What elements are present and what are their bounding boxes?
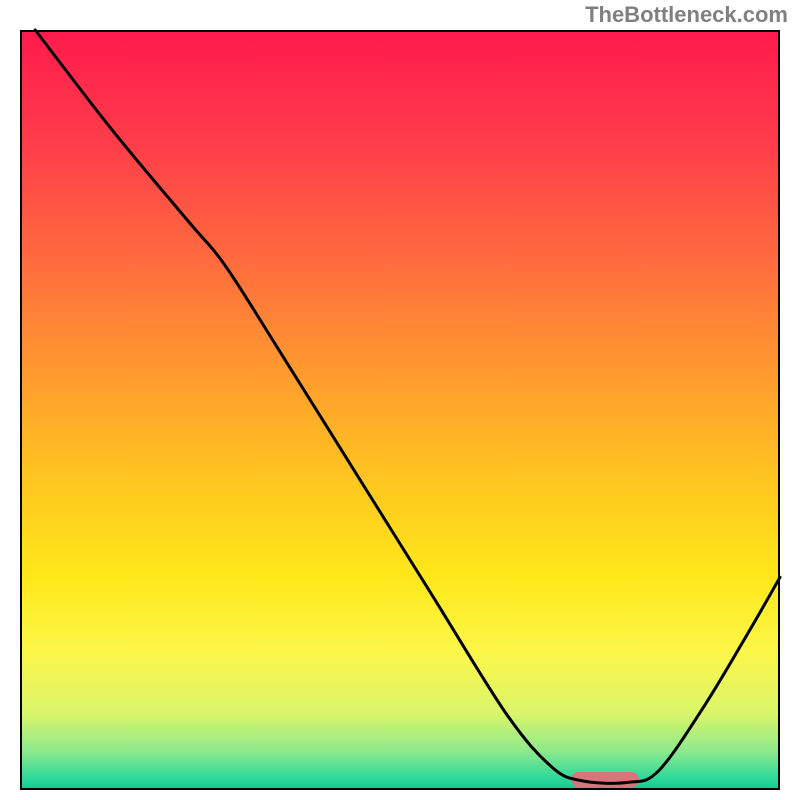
- chart-area: [20, 30, 780, 790]
- attribution-text: TheBottleneck.com: [585, 2, 788, 28]
- bottleneck-curve: [20, 30, 780, 790]
